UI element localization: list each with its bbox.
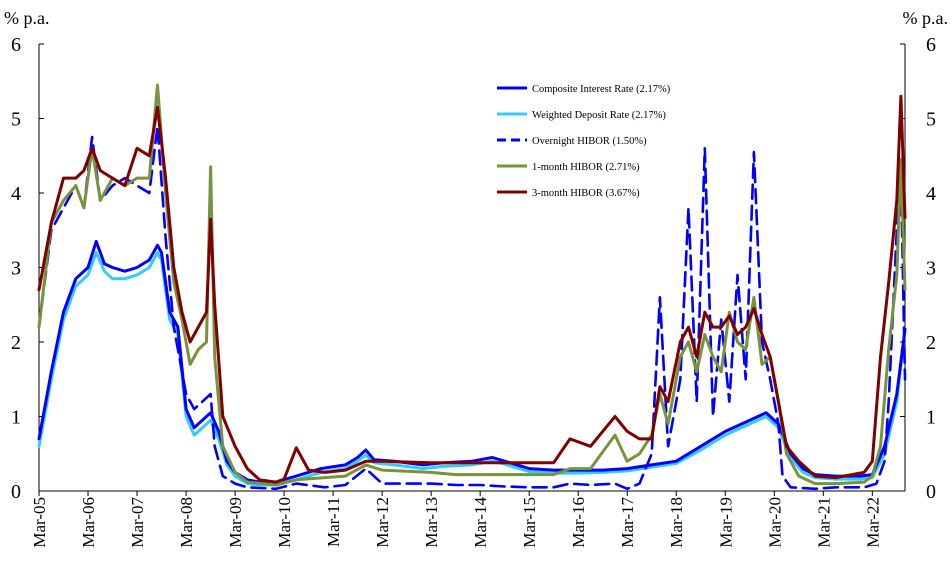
x-tick-label: Mar-22 xyxy=(863,497,882,548)
y-tick-label-left: 6 xyxy=(11,34,21,56)
x-tick-label: Mar-13 xyxy=(422,497,441,548)
weighted-deposit-rate-line xyxy=(37,251,907,487)
x-tick-label: Mar-08 xyxy=(177,497,196,548)
x-tick-label: Mar-17 xyxy=(618,497,637,548)
y-tick-label-right: 3 xyxy=(926,258,936,280)
y-tick-label-left: 5 xyxy=(11,109,21,131)
x-tick-label: Mar-16 xyxy=(569,497,588,548)
y-tick-label-left: 2 xyxy=(11,332,21,354)
y-tick-label-right: 4 xyxy=(926,183,936,205)
series-layer xyxy=(37,83,907,491)
x-tick-label: Mar-10 xyxy=(275,497,294,548)
axes: 0 0 1 1 2 2 3 3 4 4 5 5 6 6 Mar-05 Mar-06 Mar-07 Mar-08 Ma… xyxy=(11,34,936,548)
y-tick-label-right: 5 xyxy=(926,109,936,131)
right-axis-unit-label: % p.a. xyxy=(903,8,948,28)
x-tick-label: Mar-09 xyxy=(226,497,245,548)
x-tick-label: Mar-12 xyxy=(373,497,392,548)
legend-label: Composite Interest Rate (2.17%) xyxy=(532,84,671,95)
y-tick-label-left: 3 xyxy=(11,258,21,280)
legend: Composite Interest Rate (2.17%) Weighted … xyxy=(497,84,671,199)
y-tick-label-left: 4 xyxy=(11,183,21,205)
x-tick-label: Mar-06 xyxy=(79,497,98,548)
x-tick-label: Mar-21 xyxy=(814,497,833,548)
legend-label: Weighted Deposit Rate (2.17%) xyxy=(532,110,666,121)
x-tick-label: Mar-05 xyxy=(30,497,49,548)
x-tick-label: Mar-07 xyxy=(128,497,147,548)
x-tick-label: Mar-15 xyxy=(520,497,539,548)
x-tick-label: Mar-18 xyxy=(667,497,686,548)
y-tick-label-left: 0 xyxy=(11,481,21,503)
x-tick-label: Mar-14 xyxy=(471,497,490,548)
legend-label: 3-month HIBOR (3.67%) xyxy=(532,188,640,199)
y-tick-label-right: 2 xyxy=(926,332,936,354)
left-axis-unit-label: % p.a. xyxy=(4,8,49,28)
x-tick-label: Mar-19 xyxy=(716,497,735,548)
composite-interest-rate-line xyxy=(37,239,907,484)
y-tick-label-left: 1 xyxy=(11,407,21,429)
x-tick-label: Mar-11 xyxy=(324,497,343,547)
three-month-hibor-line xyxy=(37,94,907,484)
overnight-hibor-line xyxy=(37,124,907,491)
y-tick-label-right: 6 xyxy=(926,34,936,56)
y-tick-label-right: 0 xyxy=(926,481,936,503)
legend-label: Overnight HIBOR (1.50%) xyxy=(532,136,647,147)
legend-label: 1-month HIBOR (2.71%) xyxy=(532,162,640,173)
y-tick-label-right: 1 xyxy=(926,407,936,429)
x-tick-label: Mar-20 xyxy=(765,497,784,548)
